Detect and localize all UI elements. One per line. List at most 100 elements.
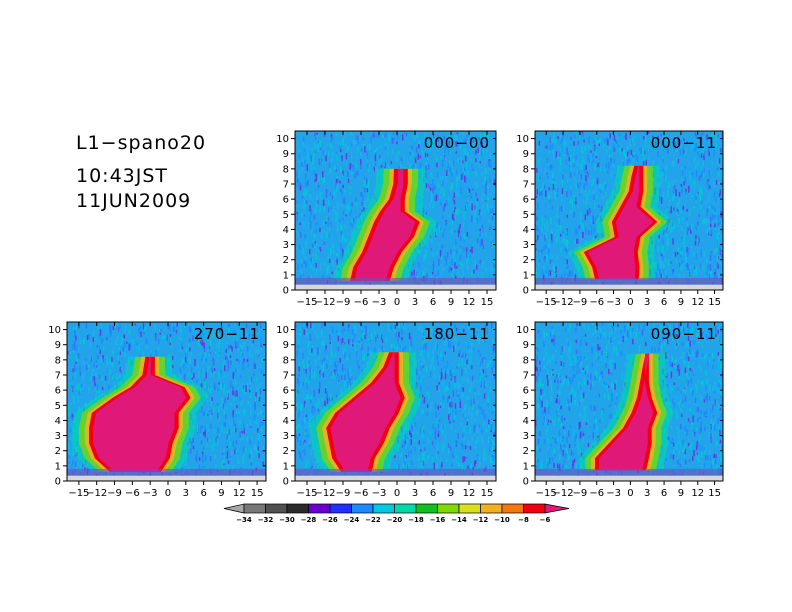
y-tick-label: 5 [523, 210, 529, 221]
x-tick-label: −3 [606, 488, 621, 499]
colorbar-level-label: −14 [451, 516, 467, 524]
x-tick-label: −3 [143, 488, 158, 499]
x-tick-label: 6 [430, 297, 436, 308]
x-tick-label: 12 [463, 488, 476, 499]
x-tick-label: −15 [536, 488, 557, 499]
x-tick-label: −12 [553, 488, 574, 499]
x-tick-label: 15 [251, 488, 264, 499]
x-tick-label: −9 [573, 488, 588, 499]
panel-frame [534, 321, 724, 482]
y-tick-label: 3 [523, 431, 529, 442]
x-tick-label: −6 [354, 488, 369, 499]
y-tick-label: 0 [523, 477, 529, 488]
y-tick-label: 1 [523, 270, 529, 281]
y-tick-label: 0 [523, 286, 529, 297]
y-tick-label: 5 [55, 401, 61, 412]
colorbar-level-label: −10 [494, 516, 510, 524]
echo-core [354, 168, 416, 281]
x-tick-label: 15 [481, 488, 494, 499]
ground-clutter [295, 468, 496, 476]
x-tick-label: 0 [627, 297, 633, 308]
x-tick-label: 12 [463, 297, 476, 308]
echo-core [330, 352, 401, 472]
y-tick-label: 6 [523, 386, 529, 397]
time-label: 10:43JST [76, 165, 169, 187]
x-tick-label: 6 [661, 488, 667, 499]
y-tick-label: 9 [55, 340, 61, 351]
x-tick-label: −15 [536, 297, 557, 308]
x-tick-label: −6 [354, 297, 369, 308]
x-tick-label: 9 [218, 488, 224, 499]
y-tick-label: 7 [55, 371, 61, 382]
y-tick-label: 3 [523, 240, 529, 251]
colorbar-segment [243, 503, 266, 514]
x-tick-label: 3 [412, 488, 418, 499]
x-tick-label: −9 [336, 488, 351, 499]
x-tick-label: 3 [644, 488, 650, 499]
blind-zone [295, 284, 496, 290]
y-tick-label: 1 [283, 461, 289, 472]
colorbar-segment [458, 503, 481, 514]
colorbar-level-label: −16 [430, 516, 446, 524]
colorbar-segment [415, 503, 438, 514]
colorbar-level-label: −30 [279, 516, 295, 524]
y-tick-label: 10 [276, 325, 289, 336]
x-tick-label: −15 [296, 297, 317, 308]
x-tick-label: −12 [553, 297, 574, 308]
colorbar-segment [437, 503, 460, 514]
y-tick-label: 6 [523, 195, 529, 206]
y-tick-label: 8 [523, 164, 529, 175]
y-tick-label: 2 [283, 255, 289, 266]
colorbar-max-arrow [544, 503, 570, 514]
y-tick-label: 4 [523, 225, 529, 236]
colorbar-level-label: −6 [540, 516, 551, 524]
colorbar-level-label: −12 [473, 516, 489, 524]
colorbar-segment [372, 503, 395, 514]
panel-label: 270−11 [194, 325, 260, 343]
colorbar-level-label: −20 [387, 516, 403, 524]
colorbar-level-label: −8 [518, 516, 529, 524]
y-tick-label: 10 [516, 134, 529, 145]
y-tick-label: 10 [48, 325, 61, 336]
colorbar-min-arrow [223, 503, 245, 514]
ground-clutter [67, 468, 266, 476]
y-tick-label: 2 [523, 255, 529, 266]
x-tick-label: 6 [661, 297, 667, 308]
colorbar-level-label: −18 [408, 516, 424, 524]
x-tick-label: 15 [481, 297, 494, 308]
y-tick-label: 5 [283, 210, 289, 221]
panel-frame [534, 130, 724, 291]
y-tick-label: 7 [523, 180, 529, 191]
y-tick-label: 1 [55, 461, 61, 472]
colorbar-level-label: −34 [236, 516, 252, 524]
colorbar-level-label: −28 [301, 516, 317, 524]
blind-zone [67, 475, 266, 481]
y-tick-label: 4 [55, 416, 61, 427]
y-tick-label: 4 [283, 416, 289, 427]
panel-label: 180−11 [424, 325, 490, 343]
y-tick-label: 8 [283, 164, 289, 175]
y-tick-label: 8 [283, 355, 289, 366]
ground-clutter [295, 277, 496, 285]
panel-frame [294, 130, 497, 291]
y-tick-label: 3 [283, 431, 289, 442]
x-tick-label: 0 [394, 297, 400, 308]
colorbar-segment [523, 503, 546, 514]
y-tick-label: 4 [523, 416, 529, 427]
colorbar-segment [329, 503, 352, 514]
y-tick-label: 6 [283, 386, 289, 397]
blind-zone [295, 475, 496, 481]
x-tick-label: 6 [430, 488, 436, 499]
x-tick-label: 9 [678, 297, 684, 308]
colorbar-segment [308, 503, 331, 514]
x-tick-label: 6 [200, 488, 206, 499]
blind-zone [535, 475, 723, 481]
panel-label: 000−00 [424, 134, 490, 152]
x-tick-label: 15 [708, 488, 721, 499]
y-tick-label: 8 [55, 355, 61, 366]
x-tick-label: −6 [589, 488, 604, 499]
x-tick-label: 0 [627, 488, 633, 499]
ground-clutter [535, 277, 723, 285]
